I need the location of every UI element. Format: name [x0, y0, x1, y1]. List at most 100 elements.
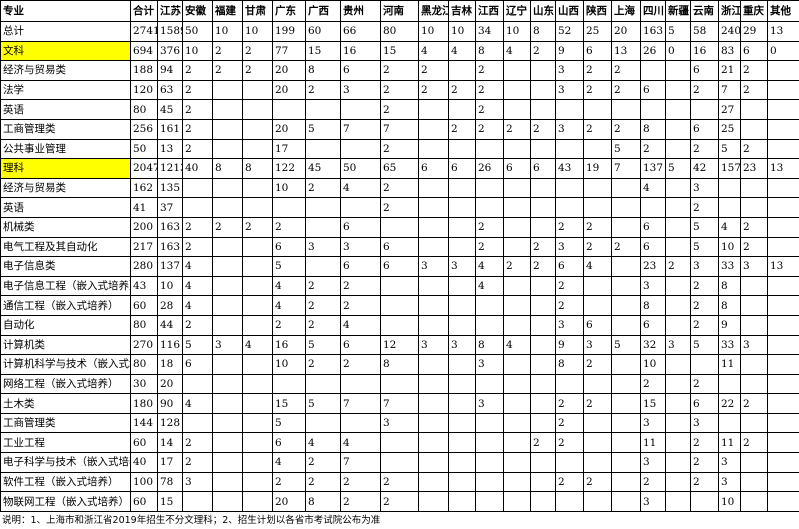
- count-cell: [611, 256, 641, 277]
- count-cell: [305, 216, 341, 238]
- count-cell: [555, 491, 584, 512]
- count-cell: 8: [555, 354, 584, 375]
- count-cell: [611, 295, 641, 316]
- header-cell: 山西: [555, 0, 584, 22]
- count-cell: [767, 295, 799, 316]
- count-cell: [380, 432, 419, 454]
- count-cell: [212, 471, 243, 493]
- count-cell: 8: [475, 334, 504, 356]
- count-cell: 27: [718, 99, 741, 120]
- count-cell: [212, 432, 243, 454]
- count-cell: [272, 99, 306, 120]
- count-cell: 5: [611, 138, 641, 160]
- count-cell: 3: [555, 314, 584, 336]
- count-cell: [583, 452, 612, 473]
- count-cell: 4: [583, 256, 612, 277]
- count-cell: [418, 491, 449, 512]
- header-cell: 广东: [272, 0, 306, 22]
- count-cell: 15: [305, 40, 341, 62]
- count-cell: [767, 79, 799, 101]
- count-cell: 2: [242, 40, 273, 62]
- count-cell: [242, 373, 273, 395]
- count-cell: 2: [690, 79, 719, 101]
- count-cell: [448, 177, 476, 199]
- count-cell: [305, 256, 341, 277]
- count-cell: [740, 373, 768, 395]
- count-cell: 43: [555, 158, 584, 179]
- major-cell: 机械类: [0, 216, 131, 238]
- count-cell: [448, 393, 476, 414]
- header-cell: 新疆: [665, 0, 691, 22]
- count-cell: [611, 452, 641, 473]
- count-cell: [767, 452, 799, 473]
- count-cell: 6: [640, 79, 666, 101]
- count-cell: [665, 118, 691, 140]
- count-cell: 5: [690, 334, 719, 356]
- count-cell: 6: [690, 118, 719, 140]
- table-row: 计算机类 270 116 5 3 4 16 5 6 12 3 3 8 4 9 3 5 32 3 5 33 3: [0, 334, 799, 356]
- count-cell: [212, 197, 243, 218]
- count-cell: 5: [611, 334, 641, 356]
- count-cell: [448, 452, 476, 473]
- table-row: 物联网工程（嵌入式培养） 60 15 20 8 2 2 3 10: [0, 491, 799, 512]
- count-cell: 157: [718, 158, 741, 179]
- count-cell: [475, 491, 504, 512]
- count-cell: 4: [503, 334, 531, 356]
- count-cell: [611, 197, 641, 218]
- count-cell: [503, 354, 531, 375]
- count-cell: 2: [530, 432, 556, 454]
- count-cell: [665, 197, 691, 218]
- count-cell: [212, 256, 243, 277]
- count-cell: 9: [555, 334, 584, 356]
- count-cell: 2: [182, 216, 213, 238]
- count-cell: 12: [380, 334, 419, 356]
- count-cell: 2: [665, 256, 691, 277]
- count-cell: 2: [583, 216, 612, 238]
- count-cell: 10: [503, 21, 531, 42]
- count-cell: 43: [130, 275, 158, 297]
- count-cell: [340, 197, 381, 218]
- count-cell: [767, 393, 799, 414]
- count-cell: 3: [475, 354, 504, 375]
- count-cell: [767, 334, 799, 356]
- count-cell: 15: [272, 393, 306, 414]
- count-cell: 2: [530, 118, 556, 140]
- count-cell: 2: [305, 354, 341, 375]
- count-cell: 32: [640, 334, 666, 356]
- table-row: 网络工程（嵌入式培养） 30 20 2 2: [0, 373, 799, 395]
- count-cell: [242, 432, 273, 454]
- count-cell: 162: [130, 177, 158, 199]
- count-cell: 2: [340, 471, 381, 493]
- count-cell: 40: [182, 158, 213, 179]
- table-row: 总计27411589501010199606680101034108522520…: [0, 21, 799, 42]
- count-cell: [767, 471, 799, 493]
- count-cell: 6: [380, 256, 419, 277]
- count-cell: [242, 295, 273, 316]
- count-cell: [242, 177, 273, 199]
- count-cell: [475, 295, 504, 316]
- header-cell: 黑龙江: [418, 0, 449, 22]
- count-cell: 80: [380, 21, 419, 42]
- count-cell: 2: [380, 197, 419, 218]
- table-row: 自动化 80 44 2 2 2 4 3 6 6 2 9: [0, 314, 799, 336]
- table-row: 英语 41 37 2 2: [0, 197, 799, 218]
- count-cell: 11: [640, 432, 666, 454]
- table-row: 经济与贸易类 162 135 10 2 4 2 4 3: [0, 177, 799, 199]
- count-cell: [418, 314, 449, 336]
- count-cell: 2741: [130, 21, 158, 42]
- count-cell: 16: [272, 334, 306, 356]
- count-cell: [380, 216, 419, 238]
- count-cell: 7: [380, 393, 419, 414]
- header-cell: 陕西: [583, 0, 612, 22]
- count-cell: [665, 275, 691, 297]
- count-cell: 2: [475, 118, 504, 140]
- count-cell: 6: [640, 236, 666, 258]
- count-cell: 2: [305, 275, 341, 297]
- count-cell: [767, 236, 799, 258]
- count-cell: 2: [740, 236, 768, 258]
- count-cell: 13: [157, 138, 183, 160]
- count-cell: [448, 236, 476, 258]
- count-cell: [665, 216, 691, 238]
- count-cell: 100: [130, 471, 158, 493]
- count-cell: 6: [340, 216, 381, 238]
